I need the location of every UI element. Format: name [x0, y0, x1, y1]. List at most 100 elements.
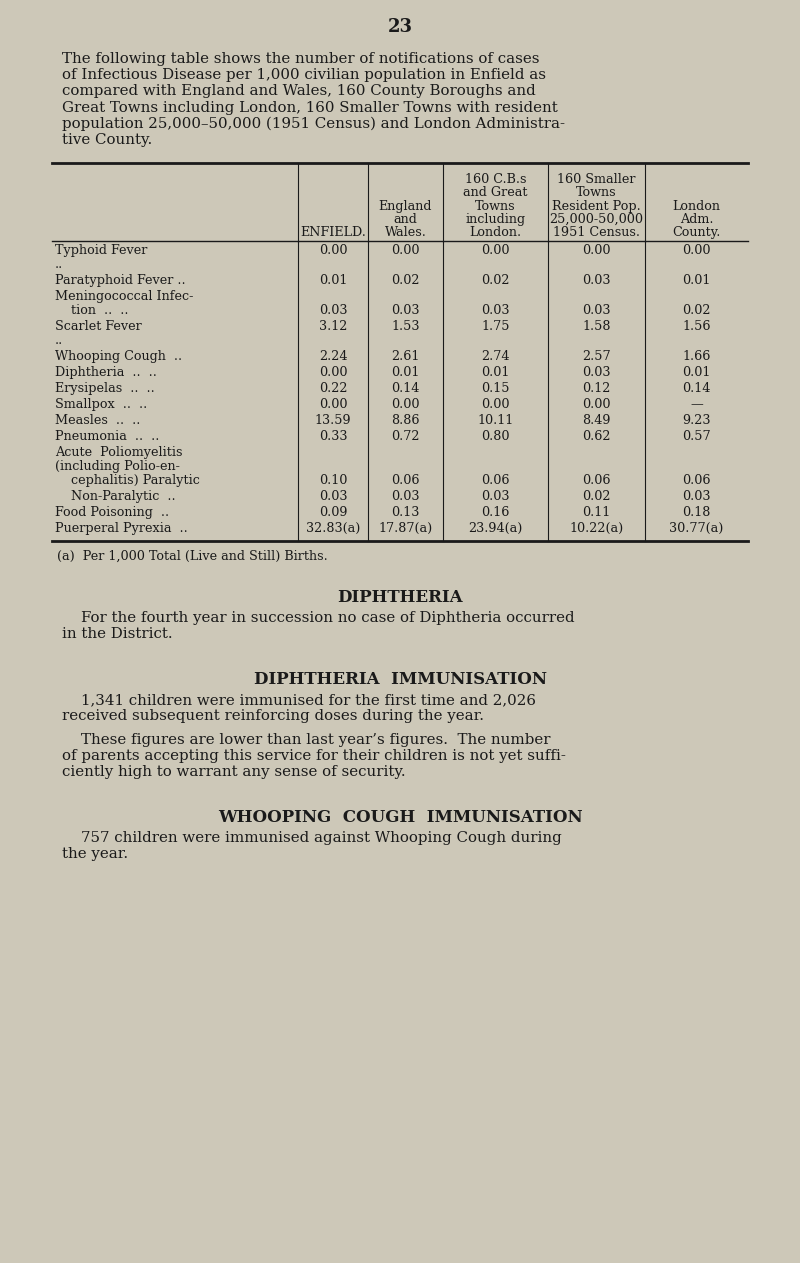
- Text: 0.15: 0.15: [482, 383, 510, 395]
- Text: ..: ..: [55, 258, 63, 272]
- Text: 160 Smaller: 160 Smaller: [558, 173, 636, 186]
- Text: 9.23: 9.23: [682, 414, 710, 427]
- Text: 757 children were immunised against Whooping Cough during: 757 children were immunised against Whoo…: [62, 831, 562, 845]
- Text: 0.03: 0.03: [318, 490, 347, 503]
- Text: 1.75: 1.75: [482, 321, 510, 333]
- Text: 13.59: 13.59: [314, 414, 351, 427]
- Text: 0.03: 0.03: [582, 366, 610, 379]
- Text: England: England: [378, 200, 432, 212]
- Text: 0.01: 0.01: [482, 366, 510, 379]
- Text: The following table shows the number of notifications of cases: The following table shows the number of …: [62, 52, 539, 66]
- Text: Puerperal Pyrexia  ..: Puerperal Pyrexia ..: [55, 522, 188, 536]
- Text: 32.83(a): 32.83(a): [306, 522, 360, 536]
- Text: 8.49: 8.49: [582, 414, 610, 427]
- Text: 2.74: 2.74: [482, 350, 510, 364]
- Text: 2.57: 2.57: [582, 350, 611, 364]
- Text: compared with England and Wales, 160 County Boroughs and: compared with England and Wales, 160 Cou…: [62, 85, 536, 99]
- Text: 0.00: 0.00: [482, 398, 510, 412]
- Text: 0.03: 0.03: [582, 304, 610, 317]
- Text: Paratyphoid Fever ..: Paratyphoid Fever ..: [55, 274, 186, 287]
- Text: Non-Paralytic  ..: Non-Paralytic ..: [55, 490, 176, 503]
- Text: Towns: Towns: [475, 200, 516, 212]
- Text: 23: 23: [387, 18, 413, 37]
- Text: ENFIELD.: ENFIELD.: [300, 226, 366, 239]
- Text: cephalitis) Paralytic: cephalitis) Paralytic: [55, 474, 200, 488]
- Text: including: including: [466, 212, 526, 226]
- Text: the year.: the year.: [62, 847, 128, 861]
- Text: 160 C.B.s: 160 C.B.s: [465, 173, 526, 186]
- Text: 1,341 children were immunised for the first time and 2,026: 1,341 children were immunised for the fi…: [62, 693, 536, 707]
- Text: 0.22: 0.22: [318, 383, 347, 395]
- Text: 10.22(a): 10.22(a): [570, 522, 624, 536]
- Text: 1.53: 1.53: [391, 321, 420, 333]
- Text: 30.77(a): 30.77(a): [670, 522, 724, 536]
- Text: 0.72: 0.72: [391, 431, 420, 443]
- Text: 0.57: 0.57: [682, 431, 711, 443]
- Text: 0.03: 0.03: [482, 490, 510, 503]
- Text: 0.12: 0.12: [582, 383, 610, 395]
- Text: Resident Pop.: Resident Pop.: [552, 200, 641, 212]
- Text: Adm.: Adm.: [680, 212, 714, 226]
- Text: 0.02: 0.02: [391, 274, 420, 287]
- Text: Great Towns including London, 160 Smaller Towns with resident: Great Towns including London, 160 Smalle…: [62, 101, 558, 115]
- Text: 0.00: 0.00: [682, 244, 710, 258]
- Text: 0.00: 0.00: [318, 398, 347, 412]
- Text: Erysipelas  ..  ..: Erysipelas .. ..: [55, 383, 154, 395]
- Text: population 25,000–50,000 (1951 Census) and London Administra-: population 25,000–50,000 (1951 Census) a…: [62, 116, 565, 131]
- Text: 0.06: 0.06: [582, 474, 610, 488]
- Text: 1951 Census.: 1951 Census.: [553, 226, 640, 239]
- Text: 17.87(a): 17.87(a): [378, 522, 433, 536]
- Text: (including Polio-en-: (including Polio-en-: [55, 460, 180, 474]
- Text: tive County.: tive County.: [62, 133, 152, 147]
- Text: 0.33: 0.33: [318, 431, 347, 443]
- Text: 0.00: 0.00: [391, 244, 420, 258]
- Text: 0.00: 0.00: [318, 366, 347, 379]
- Text: 0.03: 0.03: [582, 274, 610, 287]
- Text: Diphtheria  ..  ..: Diphtheria .. ..: [55, 366, 157, 379]
- Text: 0.03: 0.03: [391, 304, 420, 317]
- Text: 0.03: 0.03: [391, 490, 420, 503]
- Text: 0.06: 0.06: [391, 474, 420, 488]
- Text: 0.06: 0.06: [682, 474, 710, 488]
- Text: 0.00: 0.00: [582, 398, 610, 412]
- Text: 0.02: 0.02: [682, 304, 710, 317]
- Text: 0.03: 0.03: [682, 490, 710, 503]
- Text: and: and: [394, 212, 418, 226]
- Text: of Infectious Disease per 1,000 civilian population in Enfield as: of Infectious Disease per 1,000 civilian…: [62, 68, 546, 82]
- Text: and Great: and Great: [463, 187, 528, 200]
- Text: 0.14: 0.14: [391, 383, 420, 395]
- Text: For the fourth year in succession no case of Diphtheria occurred: For the fourth year in succession no cas…: [62, 611, 574, 625]
- Text: 0.00: 0.00: [582, 244, 610, 258]
- Text: London: London: [673, 200, 721, 212]
- Text: 2.61: 2.61: [391, 350, 420, 364]
- Text: 0.18: 0.18: [682, 506, 710, 519]
- Text: 0.02: 0.02: [482, 274, 510, 287]
- Text: Measles  ..  ..: Measles .. ..: [55, 414, 140, 427]
- Text: 0.00: 0.00: [482, 244, 510, 258]
- Text: ..: ..: [55, 335, 63, 347]
- Text: Food Poisoning  ..: Food Poisoning ..: [55, 506, 169, 519]
- Text: 8.86: 8.86: [391, 414, 420, 427]
- Text: 25,000-50,000: 25,000-50,000: [550, 212, 643, 226]
- Text: 0.09: 0.09: [318, 506, 347, 519]
- Text: 0.13: 0.13: [391, 506, 420, 519]
- Text: 0.03: 0.03: [318, 304, 347, 317]
- Text: 1.58: 1.58: [582, 321, 610, 333]
- Text: 0.00: 0.00: [391, 398, 420, 412]
- Text: 0.10: 0.10: [319, 474, 347, 488]
- Text: received subsequent reinforcing doses during the year.: received subsequent reinforcing doses du…: [62, 710, 484, 724]
- Text: 0.03: 0.03: [482, 304, 510, 317]
- Text: of parents accepting this service for their children is not yet suffi-: of parents accepting this service for th…: [62, 749, 566, 763]
- Text: Meningococcal Infec-: Meningococcal Infec-: [55, 290, 194, 303]
- Text: (a)  Per 1,000 Total (Live and Still) Births.: (a) Per 1,000 Total (Live and Still) Bir…: [57, 551, 327, 563]
- Text: 0.01: 0.01: [682, 366, 710, 379]
- Text: 0.16: 0.16: [482, 506, 510, 519]
- Text: Smallpox  ..  ..: Smallpox .. ..: [55, 398, 147, 412]
- Text: WHOOPING  COUGH  IMMUNISATION: WHOOPING COUGH IMMUNISATION: [218, 810, 582, 826]
- Text: 1.66: 1.66: [682, 350, 710, 364]
- Text: 3.12: 3.12: [319, 321, 347, 333]
- Text: ciently high to warrant any sense of security.: ciently high to warrant any sense of sec…: [62, 765, 406, 779]
- Text: County.: County.: [672, 226, 721, 239]
- Text: 23.94(a): 23.94(a): [468, 522, 522, 536]
- Text: London.: London.: [470, 226, 522, 239]
